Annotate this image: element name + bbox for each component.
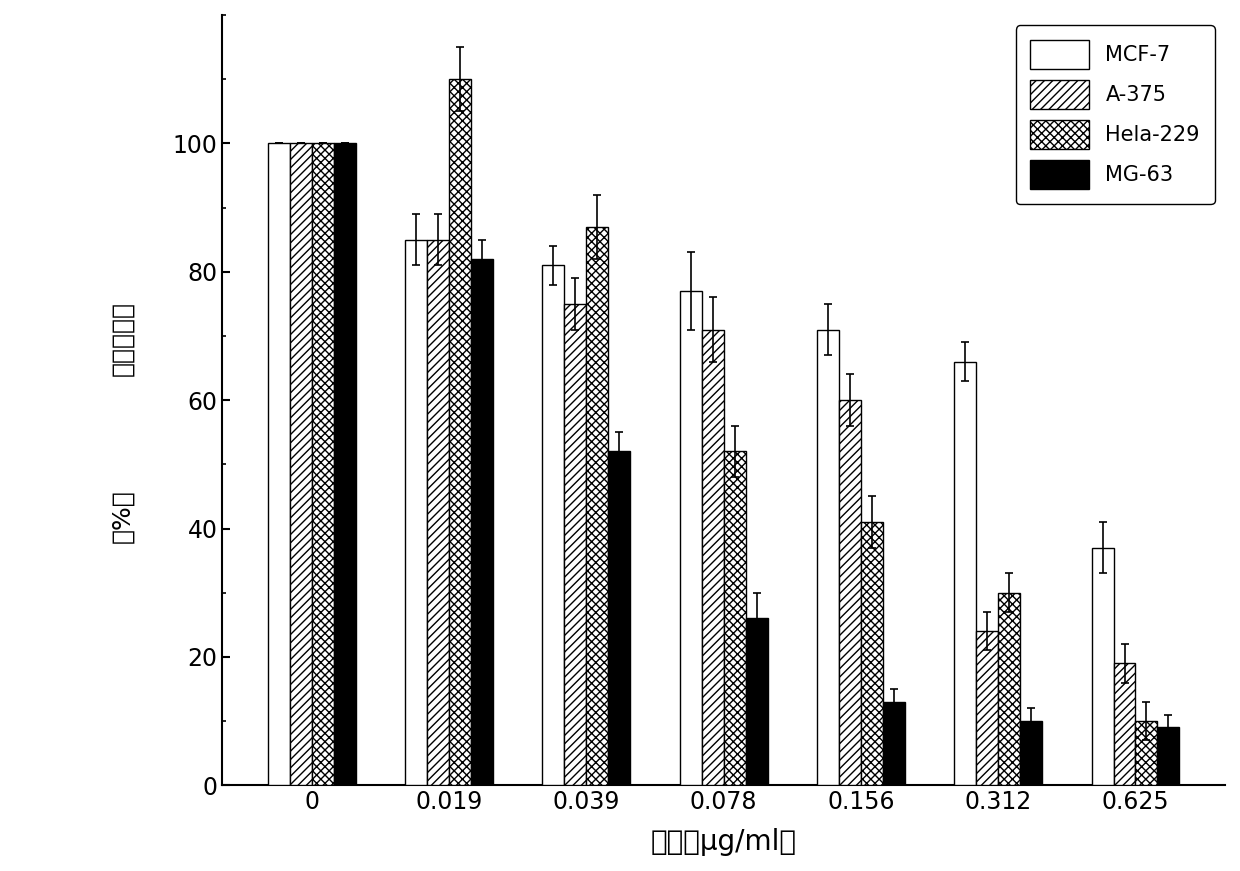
Bar xyxy=(861,522,883,786)
Text: （%）: （%） xyxy=(110,489,134,543)
Bar xyxy=(702,329,724,786)
Bar xyxy=(955,361,976,786)
Bar xyxy=(883,702,905,786)
Bar xyxy=(1157,727,1179,786)
Legend: MCF-7, A-375, Hela-229, MG-63: MCF-7, A-375, Hela-229, MG-63 xyxy=(1016,25,1215,204)
Bar xyxy=(839,400,861,786)
Bar xyxy=(1114,664,1136,786)
Bar xyxy=(1021,721,1042,786)
Bar xyxy=(998,592,1021,786)
Bar xyxy=(449,79,471,786)
Bar xyxy=(405,240,427,786)
Bar xyxy=(311,144,334,786)
Bar xyxy=(680,291,702,786)
Bar xyxy=(427,240,449,786)
Bar xyxy=(564,304,587,786)
Bar xyxy=(471,259,494,786)
Bar xyxy=(268,144,290,786)
Bar xyxy=(1136,721,1157,786)
Bar xyxy=(976,631,998,786)
Text: 细胞存活率: 细胞存活率 xyxy=(110,301,134,376)
Bar xyxy=(609,451,630,786)
X-axis label: 浓度（μg/ml）: 浓度（μg/ml） xyxy=(651,828,796,856)
Bar xyxy=(542,266,564,786)
Bar xyxy=(334,144,356,786)
Bar xyxy=(724,451,745,786)
Bar xyxy=(745,618,768,786)
Bar xyxy=(817,329,839,786)
Bar xyxy=(1091,548,1114,786)
Bar xyxy=(290,144,311,786)
Bar xyxy=(587,226,609,786)
